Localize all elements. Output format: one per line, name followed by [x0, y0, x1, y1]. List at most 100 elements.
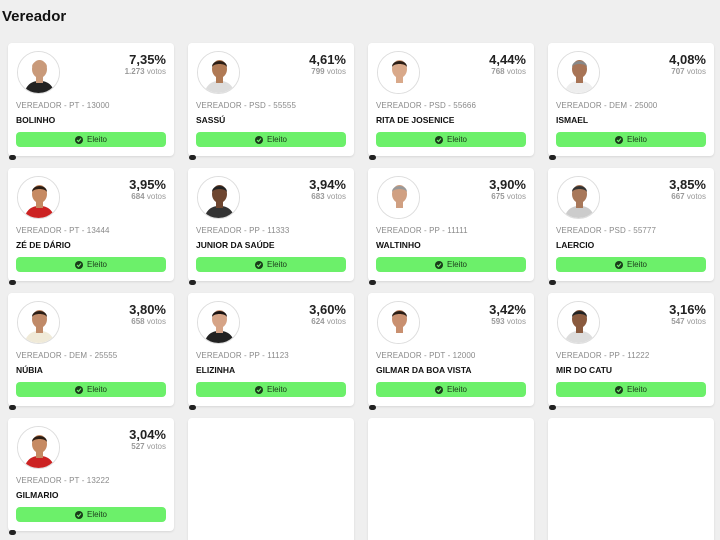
candidate-card[interactable]: 3,80% 658 votos VEREADOR - DEM - 25555 NÚBI…	[8, 293, 174, 410]
elected-badge-label: Eleito	[86, 135, 107, 144]
check-circle-icon	[614, 135, 623, 144]
vote-count-number: 799	[311, 67, 325, 76]
candidate-card[interactable]: 4,44% 768 votos VEREADOR - PSD - 55666 RITA…	[368, 43, 534, 160]
vote-percentage: 3,42%	[489, 302, 526, 317]
candidate-name: GILMAR DA BOA VISTA	[376, 365, 472, 375]
vote-count: 624 votos	[311, 317, 346, 326]
card-indicator-dot	[189, 405, 196, 410]
check-circle-icon	[74, 385, 83, 394]
vote-count: 707 votos	[671, 67, 706, 76]
vote-count-number: 707	[671, 67, 685, 76]
candidate-photo	[377, 51, 420, 94]
vote-count: 667 votos	[671, 192, 706, 201]
check-circle-icon	[74, 510, 83, 519]
candidate-card[interactable]: 3,42% 593 votos VEREADOR - PDT - 12000 GILM…	[368, 293, 534, 410]
card-indicator-dot	[189, 280, 196, 285]
elected-badge-label: Eleito	[86, 385, 107, 394]
check-circle-icon	[254, 260, 263, 269]
vote-count-number: 675	[491, 192, 505, 201]
candidate-party: VEREADOR - PP - 11123	[196, 351, 289, 360]
candidate-card[interactable]: 3,60% 624 votos VEREADOR - PP - 11123 ELIZI…	[188, 293, 354, 410]
vote-count-number: 527	[131, 442, 145, 451]
candidate-photo	[197, 176, 240, 219]
candidate-name: BOLINHO	[16, 115, 56, 125]
candidate-card[interactable]: 3,90% 675 votos VEREADOR - PP - 11111 WALTI…	[368, 168, 534, 285]
vote-count-suffix: votos	[146, 442, 166, 451]
elected-badge: Eleito	[16, 257, 166, 272]
elected-badge: Eleito	[16, 382, 166, 397]
vote-percentage: 4,08%	[669, 52, 706, 67]
vote-count: 593 votos	[491, 317, 526, 326]
elected-badge-label: Eleito	[446, 260, 467, 269]
candidate-card[interactable]: 4,08% 707 votos VEREADOR - DEM - 25000 ISMA…	[548, 43, 714, 160]
candidate-photo	[17, 51, 60, 94]
vote-percentage: 3,60%	[309, 302, 346, 317]
vote-count-suffix: votos	[326, 67, 346, 76]
candidate-name: MIR DO CATU	[556, 365, 613, 375]
card-indicator-dot	[189, 155, 196, 160]
vote-percentage: 3,94%	[309, 177, 346, 192]
elected-badge-label: Eleito	[446, 135, 467, 144]
vote-count-suffix: votos	[326, 192, 346, 201]
elected-badge-label: Eleito	[626, 260, 647, 269]
check-circle-icon	[74, 260, 83, 269]
candidate-party: VEREADOR - PP - 11111	[376, 226, 468, 235]
vote-percentage: 3,95%	[129, 177, 166, 192]
vote-count-number: 593	[491, 317, 505, 326]
candidate-name: WALTINHO	[376, 240, 421, 250]
candidate-card[interactable]: 7,35% 1.273 votos VEREADOR - PT - 13000 BOL…	[8, 43, 174, 160]
elected-badge: Eleito	[196, 382, 346, 397]
candidate-party: VEREADOR - PSD - 55777	[556, 226, 657, 235]
elected-badge: Eleito	[556, 382, 706, 397]
elected-badge: Eleito	[556, 132, 706, 147]
vote-count-suffix: votos	[686, 317, 706, 326]
candidate-card[interactable]: 3,94% 683 votos VEREADOR - PP - 11333 JUNIO…	[188, 168, 354, 285]
card-indicator-dot	[369, 280, 376, 285]
card-indicator-dot	[549, 405, 556, 410]
elected-badge: Eleito	[196, 132, 346, 147]
candidate-card[interactable]: 3,85% 667 votos VEREADOR - PSD - 55777 LAER…	[548, 168, 714, 285]
candidate-photo	[17, 176, 60, 219]
vote-count-suffix: votos	[506, 67, 526, 76]
elected-badge: Eleito	[376, 257, 526, 272]
elected-badge: Eleito	[16, 507, 166, 522]
elected-badge: Eleito	[376, 382, 526, 397]
candidate-name: ISMAEL	[556, 115, 589, 125]
elected-badge-label: Eleito	[86, 260, 107, 269]
card-indicator-dot	[9, 530, 16, 535]
check-circle-icon	[434, 385, 443, 394]
candidate-card[interactable]: 3,95% 684 votos VEREADOR - PT - 13444 ZÉ DE…	[8, 168, 174, 285]
card-indicator-dot	[549, 155, 556, 160]
vote-count-suffix: votos	[506, 317, 526, 326]
vote-percentage: 3,16%	[669, 302, 706, 317]
card-indicator-dot	[9, 405, 16, 410]
candidate-photo	[17, 426, 60, 469]
elected-badge-label: Eleito	[266, 260, 287, 269]
candidate-card[interactable]: 4,61% 799 votos VEREADOR - PSD - 55555 SASS…	[188, 43, 354, 160]
candidate-photo	[557, 301, 600, 344]
vote-percentage: 3,04%	[129, 427, 166, 442]
card-indicator-dot	[9, 280, 16, 285]
candidate-card[interactable]: 3,16% 547 votos VEREADOR - PP - 11222 MIR D…	[548, 293, 714, 410]
candidate-party: VEREADOR - DEM - 25000	[556, 101, 658, 110]
candidate-name: ZÉ DE DÁRIO	[16, 240, 71, 250]
candidate-photo	[197, 301, 240, 344]
card-indicator-dot	[9, 155, 16, 160]
candidate-name: RITA DE JOSENICE	[376, 115, 455, 125]
vote-count: 658 votos	[131, 317, 166, 326]
vote-percentage: 3,80%	[129, 302, 166, 317]
candidate-party: VEREADOR - PP - 11222	[556, 351, 650, 360]
check-circle-icon	[614, 385, 623, 394]
check-circle-icon	[254, 385, 263, 394]
empty-card	[188, 418, 354, 540]
vote-count: 684 votos	[131, 192, 166, 201]
elected-badge-label: Eleito	[266, 135, 287, 144]
check-circle-icon	[254, 135, 263, 144]
vote-count-number: 547	[671, 317, 685, 326]
vote-percentage: 4,61%	[309, 52, 346, 67]
vote-count-suffix: votos	[326, 317, 346, 326]
vote-count-suffix: votos	[686, 67, 706, 76]
candidate-name: NÚBIA	[16, 365, 43, 375]
candidate-photo	[377, 301, 420, 344]
candidate-card[interactable]: 3,04% 527 votos VEREADOR - PT - 13222 GILMA…	[8, 418, 174, 535]
